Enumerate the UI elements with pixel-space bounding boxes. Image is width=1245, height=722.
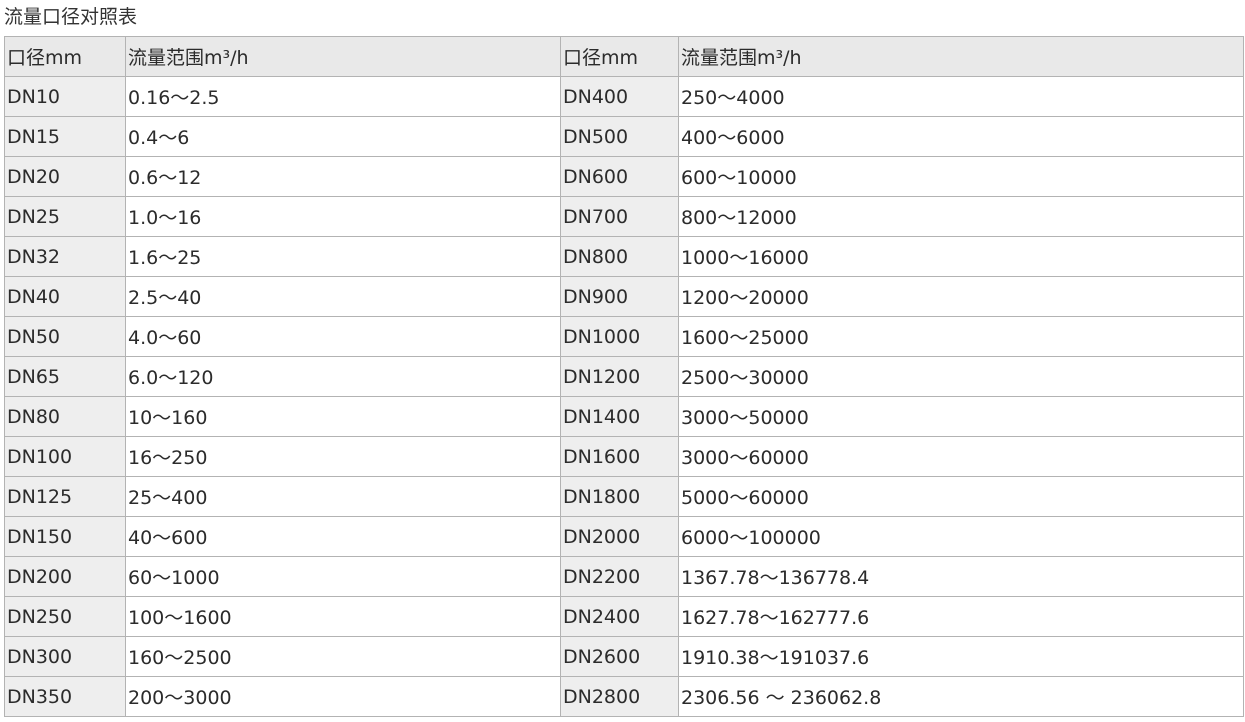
flow-range-cell: 1627.78～162777.6 bbox=[678, 596, 1244, 637]
diameter-cell: DN900 bbox=[560, 276, 679, 317]
flow-range-cell: 0.16～2.5 bbox=[125, 76, 561, 117]
diameter-cell: DN40 bbox=[4, 276, 126, 317]
diameter-cell: DN150 bbox=[4, 516, 126, 557]
header-diameter: 口径mm bbox=[4, 36, 126, 77]
table-row: DN100 16～250 DN1600 3000～60000 bbox=[4, 436, 1244, 477]
diameter-cell: DN1800 bbox=[560, 476, 679, 517]
flow-range-cell: 0.4～6 bbox=[125, 116, 561, 157]
diameter-cell: DN65 bbox=[4, 356, 126, 397]
table-row: DN80 10～160 DN1400 3000～50000 bbox=[4, 396, 1244, 437]
table-row: DN200 60～1000 DN2200 1367.78～136778.4 bbox=[4, 556, 1244, 597]
flow-range-cell: 10～160 bbox=[125, 396, 561, 437]
flow-range-cell: 40～600 bbox=[125, 516, 561, 557]
table-row: DN300 160～2500 DN2600 1910.38～191037.6 bbox=[4, 636, 1244, 677]
diameter-cell: DN600 bbox=[560, 156, 679, 197]
diameter-cell: DN10 bbox=[4, 76, 126, 117]
diameter-cell: DN125 bbox=[4, 476, 126, 517]
flow-range-cell: 5000～60000 bbox=[678, 476, 1244, 517]
flow-range-cell: 1910.38～191037.6 bbox=[678, 636, 1244, 677]
flow-range-cell: 0.6～12 bbox=[125, 156, 561, 197]
diameter-cell: DN25 bbox=[4, 196, 126, 237]
table-row: DN25 1.0～16 DN700 800～12000 bbox=[4, 196, 1244, 237]
flow-range-cell: 2.5～40 bbox=[125, 276, 561, 317]
flow-range-cell: 200～3000 bbox=[125, 676, 561, 717]
flow-range-cell: 2306.56 ～ 236062.8 bbox=[678, 676, 1244, 717]
diameter-cell: DN20 bbox=[4, 156, 126, 197]
diameter-cell: DN300 bbox=[4, 636, 126, 677]
flow-range-cell: 3000～50000 bbox=[678, 396, 1244, 437]
diameter-cell: DN800 bbox=[560, 236, 679, 277]
flow-range-cell: 4.0～60 bbox=[125, 316, 561, 357]
diameter-cell: DN200 bbox=[4, 556, 126, 597]
flow-range-cell: 16～250 bbox=[125, 436, 561, 477]
flow-range-cell: 600～10000 bbox=[678, 156, 1244, 197]
diameter-cell: DN2400 bbox=[560, 596, 679, 637]
flow-range-cell: 2500～30000 bbox=[678, 356, 1244, 397]
diameter-cell: DN15 bbox=[4, 116, 126, 157]
diameter-cell: DN2800 bbox=[560, 676, 679, 717]
flow-range-cell: 1000～16000 bbox=[678, 236, 1244, 277]
diameter-cell: DN500 bbox=[560, 116, 679, 157]
table-row: DN125 25～400 DN1800 5000～60000 bbox=[4, 476, 1244, 517]
header-diameter: 口径mm bbox=[560, 36, 679, 77]
flow-range-cell: 1.0～16 bbox=[125, 196, 561, 237]
flow-range-cell: 1367.78～136778.4 bbox=[678, 556, 1244, 597]
diameter-cell: DN2000 bbox=[560, 516, 679, 557]
diameter-cell: DN250 bbox=[4, 596, 126, 637]
flow-range-cell: 1.6～25 bbox=[125, 236, 561, 277]
diameter-cell: DN32 bbox=[4, 236, 126, 277]
table-row: DN150 40～600 DN2000 6000～100000 bbox=[4, 516, 1244, 557]
diameter-cell: DN1400 bbox=[560, 396, 679, 437]
flow-range-cell: 1600～25000 bbox=[678, 316, 1244, 357]
diameter-cell: DN400 bbox=[560, 76, 679, 117]
diameter-cell: DN1000 bbox=[560, 316, 679, 357]
diameter-cell: DN50 bbox=[4, 316, 126, 357]
table-row: DN65 6.0～120 DN1200 2500～30000 bbox=[4, 356, 1244, 397]
diameter-cell: DN1200 bbox=[560, 356, 679, 397]
table-row: DN32 1.6～25 DN800 1000～16000 bbox=[4, 236, 1244, 277]
diameter-cell: DN700 bbox=[560, 196, 679, 237]
flow-range-cell: 6.0～120 bbox=[125, 356, 561, 397]
table-row: DN350 200～3000 DN2800 2306.56 ～ 236062.8 bbox=[4, 676, 1244, 717]
flow-range-cell: 400～6000 bbox=[678, 116, 1244, 157]
table-row: DN20 0.6～12 DN600 600～10000 bbox=[4, 156, 1244, 197]
flow-range-cell: 1200～20000 bbox=[678, 276, 1244, 317]
diameter-cell: DN100 bbox=[4, 436, 126, 477]
flow-range-cell: 250～4000 bbox=[678, 76, 1244, 117]
flow-range-cell: 800～12000 bbox=[678, 196, 1244, 237]
table-row: DN15 0.4～6 DN500 400～6000 bbox=[4, 116, 1244, 157]
flow-range-cell: 6000～100000 bbox=[678, 516, 1244, 557]
table-row: DN10 0.16～2.5 DN400 250～4000 bbox=[4, 76, 1244, 117]
flow-range-cell: 3000～60000 bbox=[678, 436, 1244, 477]
diameter-cell: DN1600 bbox=[560, 436, 679, 477]
table-row: DN40 2.5～40 DN900 1200～20000 bbox=[4, 276, 1244, 317]
diameter-cell: DN2200 bbox=[560, 556, 679, 597]
flow-range-cell: 25～400 bbox=[125, 476, 561, 517]
flow-diameter-table: 口径mm 流量范围m³/h 口径mm 流量范围m³/h DN10 0.16～2.5… bbox=[4, 36, 1244, 717]
page-title: 流量口径对照表 bbox=[4, 6, 138, 28]
flow-range-cell: 100～1600 bbox=[125, 596, 561, 637]
header-flow-range: 流量范围m³/h bbox=[125, 36, 561, 77]
flow-range-cell: 60～1000 bbox=[125, 556, 561, 597]
header-flow-range: 流量范围m³/h bbox=[678, 36, 1244, 77]
table-row: DN250 100～1600 DN2400 1627.78～162777.6 bbox=[4, 596, 1244, 637]
table-header-row: 口径mm 流量范围m³/h 口径mm 流量范围m³/h bbox=[4, 36, 1244, 77]
table-row: DN50 4.0～60 DN1000 1600～25000 bbox=[4, 316, 1244, 357]
flow-range-cell: 160～2500 bbox=[125, 636, 561, 677]
diameter-cell: DN2600 bbox=[560, 636, 679, 677]
diameter-cell: DN350 bbox=[4, 676, 126, 717]
diameter-cell: DN80 bbox=[4, 396, 126, 437]
